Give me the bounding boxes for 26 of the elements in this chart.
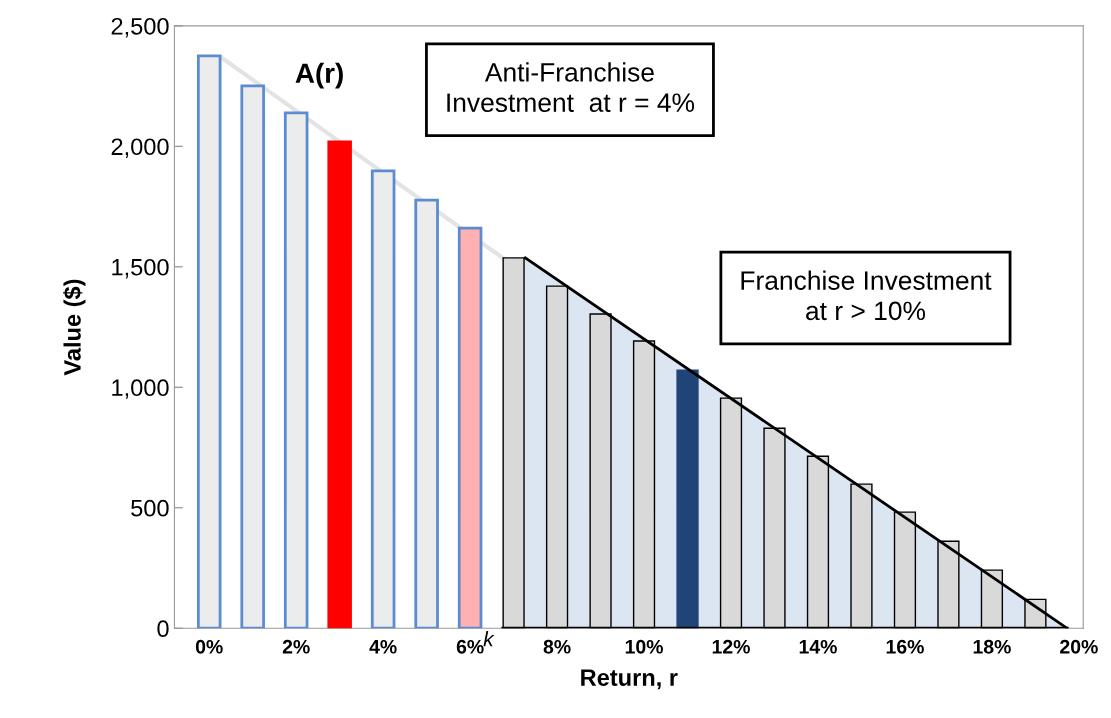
y-tick-label: 0 <box>157 620 169 638</box>
series-label: A(r) <box>295 62 343 89</box>
x-tick-label: 8% <box>543 639 571 654</box>
x-tick-label: 10% <box>625 639 663 654</box>
x-tick-label: 6% <box>456 639 484 654</box>
y-tick-label: 1,500 <box>112 258 169 279</box>
y-tick-label: 2,500 <box>111 17 169 38</box>
annotation: k <box>483 631 495 647</box>
y-axis-title: Value ($) <box>63 279 86 376</box>
x-tick-label: 14% <box>799 639 837 654</box>
bar <box>676 369 699 629</box>
bar <box>327 140 352 629</box>
x-tick-label: 4% <box>369 639 397 654</box>
bar <box>457 226 483 629</box>
x-tick-label: 0% <box>195 639 223 654</box>
x-tick-label: 20% <box>1060 639 1098 654</box>
x-tick-label: 16% <box>886 639 924 654</box>
annotation: Franchise Investment at r > 10% <box>741 270 992 321</box>
x-tick-label: 18% <box>973 639 1011 654</box>
y-tick-label: 1,000 <box>112 379 169 399</box>
x-tick-label: 2% <box>282 639 310 654</box>
x-tick-label: 12% <box>712 639 750 654</box>
annotation: Anti-Franchise Investment at r = 4% <box>447 62 695 112</box>
y-tick-label: 2,000 <box>111 138 169 158</box>
x-axis-title: Return, r <box>581 669 678 690</box>
y-tick-label: 500 <box>131 499 169 517</box>
